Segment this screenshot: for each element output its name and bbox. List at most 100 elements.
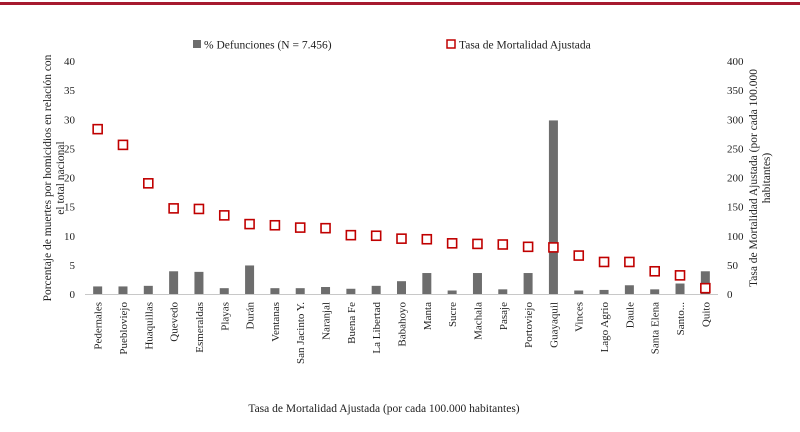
bar — [93, 286, 103, 294]
y-tick-label: 30 — [64, 114, 76, 126]
category-label: La Libertad — [371, 302, 383, 354]
category-label: Buena Fe — [346, 302, 358, 344]
rate-marker — [598, 256, 610, 268]
bar — [599, 289, 609, 294]
y-tick-label: 25 — [64, 143, 76, 155]
y2-axis-label-line: Tasa de Mortalidad Ajustada (por cada 10… — [748, 69, 760, 287]
y-tick-label: 5 — [70, 260, 76, 272]
bar — [397, 281, 406, 294]
y-tick-label: 20 — [64, 173, 76, 185]
rate-marker — [117, 139, 129, 151]
marker-series — [92, 123, 711, 294]
y-tick-label: 35 — [64, 85, 76, 97]
y2-tick-label: 250 — [727, 143, 744, 155]
rate-marker — [345, 229, 357, 241]
category-label: Ventanas — [270, 302, 282, 342]
rate-marker — [218, 210, 230, 221]
rate-marker — [421, 233, 433, 245]
bar — [245, 265, 255, 294]
bar — [371, 285, 381, 294]
rate-marker — [624, 256, 635, 268]
rate-marker — [446, 238, 458, 249]
bar — [700, 271, 710, 294]
y-tick-label: 10 — [64, 231, 76, 243]
legend-marker-label: Tasa de Mortalidad Ajustada — [459, 40, 591, 52]
top-accent-rule — [0, 2, 800, 5]
bar — [295, 288, 305, 294]
legend: % Defunciones (N = 7.456) Tasa de Mortal… — [193, 39, 591, 52]
category-label: Playas — [219, 302, 231, 331]
bar — [422, 273, 432, 294]
rate-marker — [396, 233, 407, 244]
rate-marker — [700, 282, 711, 294]
legend-marker-swatch — [446, 39, 456, 49]
bar — [675, 283, 685, 294]
bar — [523, 273, 533, 294]
category-label: Guayaquil — [548, 302, 560, 348]
rate-marker — [548, 242, 559, 253]
category-label: Santo... — [675, 302, 687, 336]
category-label: Babahoyo — [397, 302, 409, 347]
bar — [650, 289, 660, 294]
rate-marker — [143, 178, 154, 189]
rate-marker — [674, 270, 686, 281]
right-axis-ticks: 0 50 100 150 200 250 300 350 400 — [727, 56, 744, 301]
bar — [548, 120, 558, 294]
category-label: Puebloviejo — [118, 302, 130, 355]
category-label: Santa Elena — [650, 302, 662, 354]
legend-bar-label: % Defunciones (N = 7.456) — [204, 40, 332, 52]
bar-series — [93, 120, 710, 294]
category-label: Portoviejo — [523, 302, 535, 348]
y-axis-label-line: Porcentaje de muertes por homicidios en … — [42, 54, 54, 301]
rate-marker — [522, 241, 534, 253]
y2-axis-label-line: habitantes) — [761, 153, 773, 204]
legend-bar-swatch — [193, 40, 201, 48]
rate-marker — [244, 218, 255, 230]
rate-marker — [472, 238, 483, 250]
category-label: Daule — [624, 302, 636, 328]
y-axis-label-line: el total nacional — [55, 141, 67, 214]
category-label: Lago Agrio — [599, 302, 611, 353]
rate-marker — [168, 203, 179, 214]
category-label: Sucre — [447, 302, 459, 327]
y2-tick-label: 400 — [727, 56, 744, 68]
bar — [447, 290, 457, 294]
rate-marker — [193, 203, 205, 215]
category-label: Pedernales — [93, 302, 105, 350]
category-labels: Pedernales Puebloviejo Huaquillas Quevedo Es… — [93, 302, 713, 365]
bar — [624, 285, 634, 294]
category-label: Esmeraldas — [194, 302, 206, 353]
bar — [194, 271, 204, 294]
rate-marker — [320, 222, 331, 234]
y2-tick-label: 200 — [727, 173, 744, 185]
bar — [574, 290, 584, 294]
category-label: Vinces — [574, 302, 586, 332]
bar — [169, 271, 179, 294]
rate-marker — [497, 239, 509, 250]
rate-marker — [370, 230, 382, 242]
rate-marker — [294, 222, 306, 233]
bar — [498, 289, 508, 294]
y-axis-label: Porcentaje de muertes por homicidios en … — [42, 54, 67, 301]
bar — [143, 285, 153, 294]
y2-tick-label: 100 — [727, 231, 744, 243]
bar — [270, 288, 280, 294]
left-axis-ticks: 0 5 10 15 20 25 30 35 40 — [64, 56, 76, 301]
rate-marker — [269, 219, 281, 231]
y-tick-label: 15 — [64, 202, 76, 214]
rate-marker — [649, 265, 661, 277]
y2-tick-label: 150 — [727, 202, 744, 214]
y2-tick-label: 0 — [727, 289, 733, 301]
category-label: Quito — [700, 302, 712, 328]
rate-marker — [92, 123, 103, 135]
category-label: Huaquillas — [143, 302, 155, 350]
x-axis-label: Tasa de Mortalidad Ajustada (por cada 10… — [248, 403, 519, 415]
bar — [219, 288, 229, 294]
y2-axis-label: Tasa de Mortalidad Ajustada (por cada 10… — [748, 69, 773, 287]
bar — [346, 288, 356, 294]
category-label: Naranjal — [321, 302, 333, 340]
category-label: Durán — [245, 302, 257, 330]
category-label: Quevedo — [169, 302, 181, 342]
category-label: Manta — [422, 302, 434, 330]
